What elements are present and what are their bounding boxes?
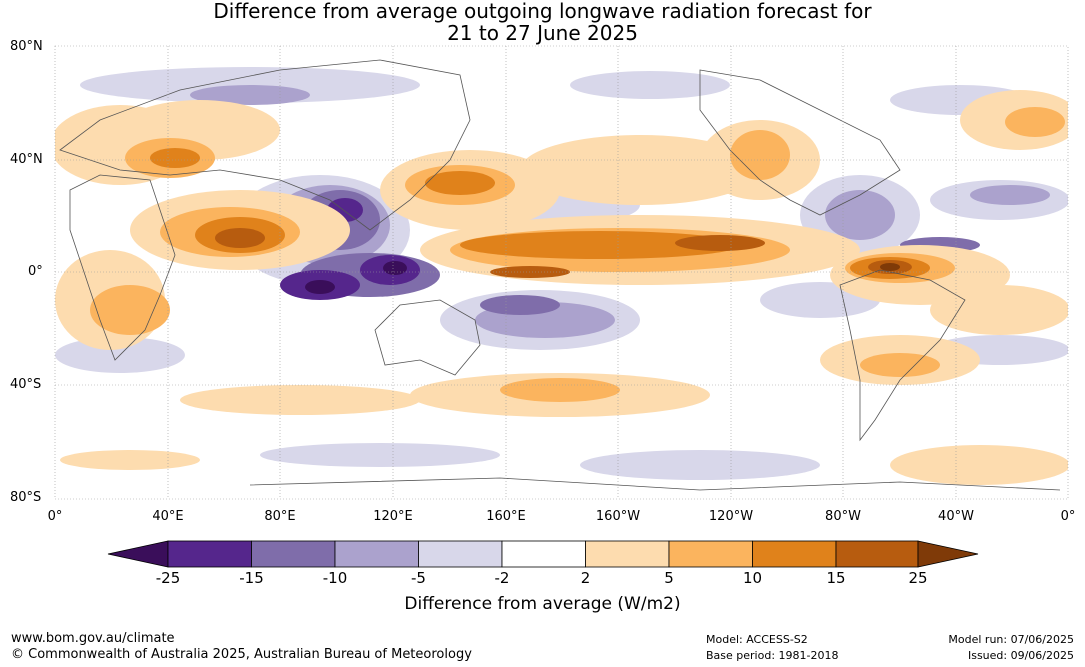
colorbar-bin bbox=[251, 540, 336, 568]
colorbar-tick: -10 bbox=[322, 569, 348, 587]
lon-label: 160°W bbox=[595, 509, 641, 524]
map-frame bbox=[54, 45, 1069, 500]
lon-label: 0° bbox=[1060, 509, 1076, 524]
footer-base-period: Base period: 1981-2018 bbox=[706, 649, 839, 662]
map-subtitle: 21 to 27 June 2025 bbox=[447, 21, 638, 45]
lat-label: 40°S bbox=[10, 377, 42, 392]
lat-label: 80°S bbox=[10, 490, 42, 505]
colorbar-tick: -5 bbox=[411, 569, 426, 587]
colorbar-bin bbox=[418, 540, 503, 568]
lat-label: 0° bbox=[28, 264, 43, 279]
lon-label: 40°W bbox=[938, 509, 974, 524]
colorbar-tick: 2 bbox=[580, 569, 591, 587]
colorbar-tick: 15 bbox=[826, 569, 846, 587]
anomaly-field bbox=[55, 46, 1068, 499]
colorbar-tick: -2 bbox=[494, 569, 510, 587]
lon-label: 120°W bbox=[708, 509, 754, 524]
colorbar-bin bbox=[585, 540, 670, 568]
footer-model: Model: ACCESS-S2 bbox=[706, 633, 808, 646]
lat-label: 40°N bbox=[10, 152, 43, 167]
colorbar-bin bbox=[167, 540, 252, 568]
colorbar-bin bbox=[668, 540, 753, 568]
colorbar-tick: -25 bbox=[155, 569, 181, 587]
lon-label: 80°E bbox=[264, 509, 296, 524]
colorbar-tick: 5 bbox=[664, 569, 674, 587]
colorbar-bin bbox=[501, 540, 586, 568]
lon-label: 80°W bbox=[825, 509, 861, 524]
footer-model-run: Model run: 07/06/2025 bbox=[948, 633, 1074, 646]
colorbar-min-extension bbox=[107, 540, 169, 568]
colorbar-bin bbox=[334, 540, 419, 568]
colorbar-tick: 10 bbox=[742, 569, 763, 587]
map-title: Difference from average outgoing longwav… bbox=[213, 0, 872, 23]
footer-url: www.bom.gov.au/climate bbox=[11, 631, 175, 646]
footer-issued: Issued: 09/06/2025 bbox=[967, 649, 1074, 662]
colorbar bbox=[107, 540, 979, 568]
colorbar-title: Difference from average (W/m2) bbox=[404, 594, 681, 614]
lat-label: 80°N bbox=[10, 39, 43, 54]
colorbar-bin bbox=[752, 540, 837, 568]
graticule bbox=[55, 46, 1068, 499]
footer-copyright: © Commonwealth of Australia 2025, Austra… bbox=[11, 647, 472, 662]
colorbar-tick: -15 bbox=[239, 569, 264, 587]
lon-label: 40°E bbox=[152, 509, 184, 524]
colorbar-tick: 25 bbox=[908, 569, 928, 587]
lon-label: 160°E bbox=[486, 509, 526, 524]
lon-label: 0° bbox=[47, 509, 63, 524]
colorbar-max-extension bbox=[917, 540, 979, 568]
lon-label: 120°E bbox=[373, 509, 413, 524]
colorbar-bin bbox=[835, 540, 919, 568]
